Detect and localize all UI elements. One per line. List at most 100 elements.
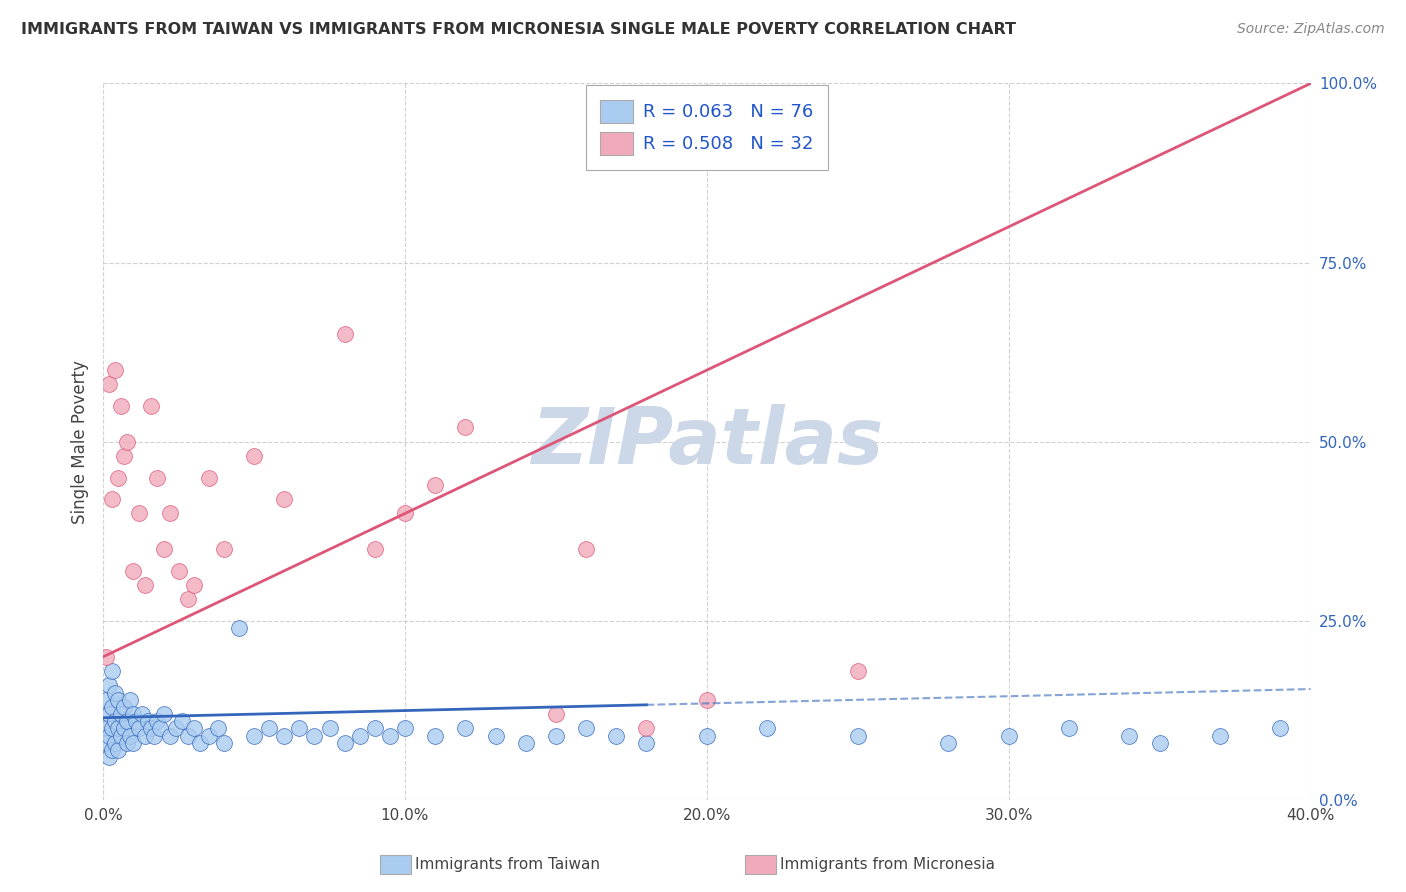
Point [454,722,477,736]
Point [257,722,280,736]
Point [228,621,250,635]
Point [122,564,145,578]
Point [125,714,148,729]
Y-axis label: Single Male Poverty: Single Male Poverty [72,359,89,524]
Point [117,434,139,449]
Point [120,729,142,743]
Point [394,507,416,521]
Point [212,542,235,557]
Point [134,578,156,592]
Point [394,722,416,736]
Point [349,729,371,743]
Point [207,722,229,736]
Point [122,736,145,750]
Point [938,736,960,750]
Point [243,449,266,463]
Text: Source: ZipAtlas.com: Source: ZipAtlas.com [1237,22,1385,37]
Point [94,649,117,664]
Point [107,722,129,736]
Point [544,729,567,743]
Point [425,477,447,491]
Point [176,592,198,607]
Point [112,722,135,736]
Point [364,542,387,557]
Text: Immigrants from Micronesia: Immigrants from Micronesia [780,857,995,871]
Point [425,729,447,743]
Point [146,714,169,729]
Point [484,729,506,743]
Point [636,722,658,736]
Point [188,736,211,750]
Point [197,470,219,484]
Point [159,507,181,521]
Point [1149,736,1171,750]
Point [94,736,117,750]
Legend: R = 0.063   N = 76, R = 0.508   N = 32: R = 0.063 N = 76, R = 0.508 N = 32 [585,86,828,169]
Point [273,729,295,743]
Point [364,722,387,736]
Point [333,736,356,750]
Point [98,750,121,764]
Point [696,693,718,707]
Point [128,722,150,736]
Point [141,722,163,736]
Point [165,722,187,736]
Point [98,729,121,743]
Point [515,736,537,750]
Point [152,707,174,722]
Point [141,399,163,413]
Point [104,686,127,700]
Text: Immigrants from Taiwan: Immigrants from Taiwan [415,857,600,871]
Point [378,729,401,743]
Point [120,693,142,707]
Point [454,420,477,434]
Point [112,449,135,463]
Point [197,729,219,743]
Point [94,693,117,707]
Point [110,399,132,413]
Point [846,729,869,743]
Point [243,729,266,743]
Point [98,678,121,692]
Point [846,664,869,678]
Point [183,722,205,736]
Point [122,707,145,722]
Point [101,664,124,678]
Point [94,722,117,736]
Point [696,729,718,743]
Point [128,507,150,521]
Point [98,707,121,722]
Text: IMMIGRANTS FROM TAIWAN VS IMMIGRANTS FROM MICRONESIA SINGLE MALE POVERTY CORRELA: IMMIGRANTS FROM TAIWAN VS IMMIGRANTS FRO… [21,22,1017,37]
Point [544,707,567,722]
Point [117,714,139,729]
Point [288,722,311,736]
Point [101,743,124,757]
Text: ZIPatlas: ZIPatlas [530,404,883,480]
Point [605,729,627,743]
Point [131,707,153,722]
Point [152,542,174,557]
Point [304,729,326,743]
Point [104,714,127,729]
Point [575,722,598,736]
Point [170,714,193,729]
Point [575,542,598,557]
Point [636,736,658,750]
Point [997,729,1019,743]
Point [101,700,124,714]
Point [110,707,132,722]
Point [117,736,139,750]
Point [143,729,166,743]
Point [1057,722,1080,736]
Point [273,492,295,507]
Point [104,736,127,750]
Point [101,492,124,507]
Point [104,363,127,377]
Point [212,736,235,750]
Point [176,729,198,743]
Point [1209,729,1232,743]
Point [183,578,205,592]
Point [110,729,132,743]
Point [134,729,156,743]
Point [107,470,129,484]
